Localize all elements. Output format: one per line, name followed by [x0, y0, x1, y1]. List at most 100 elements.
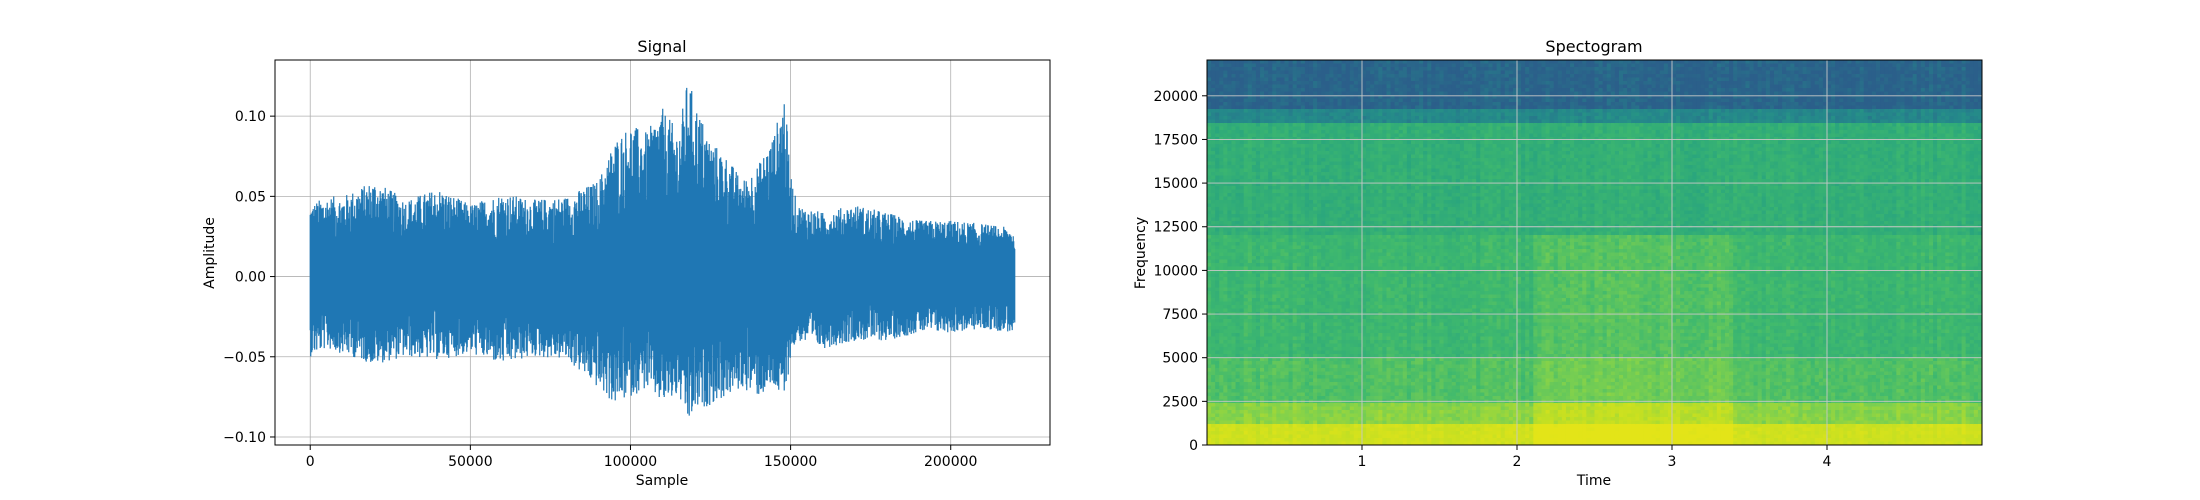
spectrogram-cell [1321, 274, 1326, 278]
spectrogram-cell [1329, 319, 1334, 323]
spectrogram-cell [1268, 368, 1273, 372]
spectrogram-cell [1236, 323, 1241, 327]
spectrogram-cell [1374, 239, 1379, 243]
spectrogram-cell [1248, 165, 1253, 169]
spectrogram-cell [1248, 169, 1253, 173]
spectrogram-cell [1227, 330, 1232, 334]
spectrogram-cell [1329, 407, 1334, 411]
spectrogram-cell [1280, 309, 1285, 313]
spectrogram-cell [1211, 396, 1216, 400]
spectrogram-cell [1317, 172, 1322, 176]
spectrogram-cell [1301, 295, 1306, 299]
spectrogram-cell [1244, 172, 1249, 176]
spectrogram-cell [1346, 396, 1351, 400]
spectrogram-cell [1382, 417, 1387, 421]
spectrogram-cell [1346, 375, 1351, 379]
spectrogram-cell [1382, 141, 1387, 145]
spectrogram-cell [1289, 410, 1294, 414]
spectrogram-cell [1280, 375, 1285, 379]
spectrogram-cell [1321, 172, 1326, 176]
spectrogram-cell [1272, 284, 1277, 288]
spectrogram-cell [1276, 102, 1281, 106]
spectrogram-cell [1313, 64, 1318, 68]
spectrogram-cell [1293, 113, 1298, 117]
spectrogram-cell [1386, 326, 1391, 330]
spectrogram-cell [1272, 67, 1277, 71]
spectrogram-cell [1240, 333, 1245, 337]
spectrogram-cell [1219, 207, 1224, 211]
spectrogram-cell [1374, 263, 1379, 267]
spectrogram-cell [1231, 99, 1236, 103]
spectrogram-cell [1342, 382, 1347, 386]
spectrogram-cell [1305, 344, 1310, 348]
spectrogram-cell [1256, 169, 1261, 173]
spectrogram-cell [1240, 78, 1245, 82]
spectrogram-cell [1350, 141, 1355, 145]
spectrogram-cell [1378, 109, 1383, 113]
spectrogram-cell [1378, 246, 1383, 250]
spectrogram-cell [1354, 239, 1359, 243]
spectrogram-cell [1236, 284, 1241, 288]
spectrogram-cell [1223, 158, 1228, 162]
spectrogram-cell [1321, 298, 1326, 302]
spectrogram-cell [1309, 190, 1314, 194]
spectrogram-cell [1289, 211, 1294, 215]
spectrogram-cell [1240, 435, 1245, 439]
spectrogram-cell [1305, 155, 1310, 159]
spectrogram-cell [1223, 396, 1228, 400]
spectrogram-cell [1346, 298, 1351, 302]
spectrogram-cell [1260, 239, 1265, 243]
spectrogram-cell [1207, 71, 1212, 75]
spectrogram-cell [1354, 113, 1359, 117]
spectrogram-cell [1264, 130, 1269, 134]
spectrogram-cell [1386, 431, 1391, 435]
spectrogram-cell [1215, 141, 1220, 145]
spectrogram-cell [1362, 102, 1367, 106]
spectrogram-cell [1289, 127, 1294, 131]
spectrogram-cell [1293, 302, 1298, 306]
signal-y-label: Amplitude [202, 217, 218, 289]
spectrogram-cell [1272, 361, 1277, 365]
spectrogram-cell [1313, 134, 1318, 138]
spectrogram-cell [1219, 340, 1224, 344]
spectrogram-cell [1248, 179, 1253, 183]
spectrogram-cell [1354, 435, 1359, 439]
spectrogram-cell [1321, 155, 1326, 159]
spectrogram-cell [1231, 372, 1236, 376]
spectrogram-cell [1227, 396, 1232, 400]
spectrogram-cell [1276, 309, 1281, 313]
spectrogram-cell [1301, 256, 1306, 260]
spectrogram-cell [1215, 386, 1220, 390]
spectrogram-cell [1236, 431, 1241, 435]
spectrogram-cell [1378, 326, 1383, 330]
spectrogram-cell [1264, 144, 1269, 148]
spectrogram-cell [1346, 302, 1351, 306]
spectrogram-cell [1362, 158, 1367, 162]
spectrogram-cell [1244, 309, 1249, 313]
spectrogram-cell [1301, 106, 1306, 110]
spectrogram-cell [1342, 284, 1347, 288]
spectrogram-cell [1207, 151, 1212, 155]
spectrogram-cell [1374, 435, 1379, 439]
spectrogram-cell [1386, 190, 1391, 194]
spectrogram-cell [1264, 375, 1269, 379]
spectrogram-cell [1342, 85, 1347, 89]
spectrogram-cell [1276, 242, 1281, 246]
spectrogram-cell [1346, 414, 1351, 418]
spectrogram-cell [1219, 298, 1224, 302]
spectrogram-cell [1382, 218, 1387, 222]
spectrogram-cell [1313, 435, 1318, 439]
spectrogram-cell [1231, 256, 1236, 260]
spectrogram-cell [1268, 298, 1273, 302]
spectrogram-cell [1329, 403, 1334, 407]
spectrogram-cell [1211, 214, 1216, 218]
spectrogram-cell [1329, 92, 1334, 96]
spectrogram-cell [1248, 277, 1253, 281]
spectrogram-cell [1325, 99, 1330, 103]
spectrogram-cell [1264, 277, 1269, 281]
spectrogram-cell [1354, 148, 1359, 152]
spectrogram-cell [1366, 197, 1371, 201]
spectrogram-cell [1378, 277, 1383, 281]
spectrogram-cell [1309, 162, 1314, 166]
spectrogram-cell [1297, 134, 1302, 138]
